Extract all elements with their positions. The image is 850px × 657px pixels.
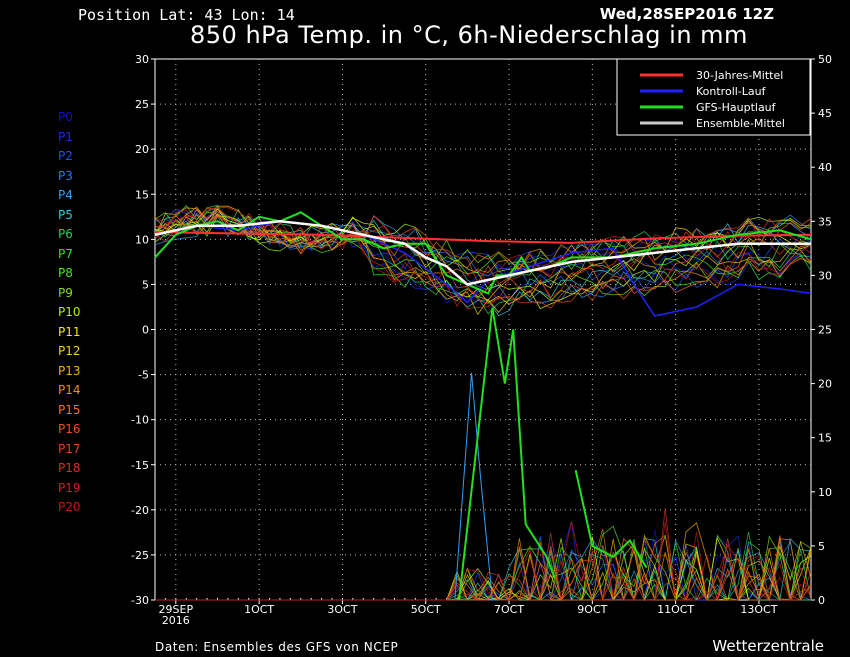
chart-title: 850 hPa Temp. in °C, 6h-Niederschlag in … (190, 21, 748, 49)
member-line (154, 211, 811, 297)
member-label: P8 (58, 266, 73, 280)
y-right-tick-label: 15 (818, 432, 832, 445)
member-label: P6 (58, 227, 73, 241)
legend-label: Ensemble-Mittel (696, 117, 785, 130)
ensemble-member-list: P0 P1 P2 P3 P4 P5 P6 P7 P8 P9 P10 P11 P12 P13 P14 P15 P1… (58, 108, 81, 518)
y-left-tick-label: -15 (131, 459, 149, 472)
y-right-tick-label: 50 (818, 53, 832, 66)
y-left-tick-label: -5 (138, 369, 149, 382)
member-line (154, 204, 812, 305)
x-tick-label: 13OCT (740, 603, 777, 616)
x-tick-label: 3OCT (327, 603, 357, 616)
y-left-tick-label: 10 (135, 233, 149, 246)
y-right-tick-label: 25 (818, 324, 832, 337)
legend-label: Kontroll-Lauf (696, 85, 767, 98)
y-left-tick-label: -10 (131, 414, 149, 427)
member-label: P5 (58, 207, 73, 222)
x-axis: 29SEP 2016 1OCT 3OCT 5OCT 7OCT 9OCT 11OCT 13OCT (154, 598, 812, 627)
grid (155, 59, 811, 600)
y-right-tick-label: 35 (818, 215, 832, 228)
y-left-tick-label: -20 (131, 504, 149, 517)
member-label: P19 (58, 480, 81, 495)
y-left-tick-label: 15 (135, 188, 149, 201)
member-label: P16 (58, 422, 81, 436)
y-right-tick-label: 30 (818, 269, 832, 282)
member-label: P11 (58, 324, 81, 339)
x-tick-label: 1OCT (244, 603, 274, 616)
y-right-tick-label: 20 (818, 378, 832, 391)
y-left-tick-label: -30 (131, 594, 149, 607)
y-left-tick-label: 5 (142, 278, 149, 291)
ensemble-mean-line (154, 220, 811, 286)
y-right-tick-label: 5 (818, 540, 825, 553)
member-label: P13 (58, 363, 81, 378)
member-label: P0 (58, 110, 73, 124)
x-tick-label: 7OCT (494, 603, 524, 616)
data-source: Daten: Ensembles des GFS von NCEP (155, 640, 399, 654)
member-label: P10 (58, 305, 81, 319)
y-right-tick-label: 0 (818, 594, 825, 607)
y-left-tick-label: 20 (135, 143, 149, 156)
x-tick-label: 5OCT (411, 603, 441, 616)
member-label: P12 (58, 344, 81, 358)
x-tick-label: 9OCT (577, 603, 607, 616)
member-label: P7 (58, 246, 73, 261)
y-left-tick-label: 30 (135, 53, 149, 66)
main-run-line (154, 211, 812, 295)
member-label: P20 (58, 500, 81, 514)
legend-label: 30-Jahres-Mittel (696, 69, 783, 82)
member-line (154, 215, 812, 309)
y-left-tick-label: 0 (142, 324, 149, 337)
member-line (154, 207, 812, 284)
member-label: P17 (58, 441, 81, 456)
y-right-tick-label: 10 (818, 486, 832, 499)
x-tick-label: 11OCT (657, 603, 694, 616)
precip-spike (454, 372, 493, 601)
member-label: P2 (58, 149, 73, 163)
y-left-tick-label: -25 (131, 549, 149, 562)
y-axis-left: 30 25 20 15 10 5 0 -5 -10 -15 -20 -25 -30 (131, 53, 155, 607)
legend: 30-Jahres-Mittel Kontroll-Lauf GFS-Hauptla… (616, 58, 811, 136)
member-label: P4 (58, 188, 73, 202)
y-right-tick-label: 40 (818, 161, 832, 174)
main-precip-line (458, 307, 556, 601)
plot-frame (154, 58, 812, 601)
member-label: P14 (58, 383, 81, 397)
position-label: Position Lat: 43 Lon: 14 (78, 6, 295, 24)
main-precip-line (574, 469, 648, 569)
member-label: P3 (58, 168, 73, 183)
member-precip-line (155, 521, 812, 602)
member-label: P1 (58, 129, 73, 144)
y-right-tick-label: 45 (818, 107, 832, 120)
member-label: P18 (58, 461, 81, 475)
y-left-tick-label: 25 (135, 98, 149, 111)
run-date: Wed,28SEP2016 12Z (599, 5, 774, 23)
member-label: P15 (58, 402, 81, 417)
legend-label: GFS-Hauptlauf (696, 101, 777, 114)
brand-label: Wetterzentrale (712, 637, 824, 655)
x-tick-label: 29SEP 2016 (159, 603, 194, 627)
member-label: P9 (58, 285, 73, 300)
series-layer (154, 204, 812, 602)
